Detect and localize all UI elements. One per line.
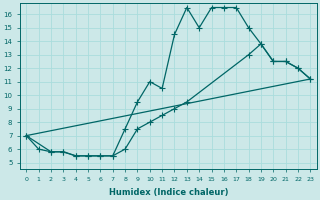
X-axis label: Humidex (Indice chaleur): Humidex (Indice chaleur) xyxy=(108,188,228,197)
